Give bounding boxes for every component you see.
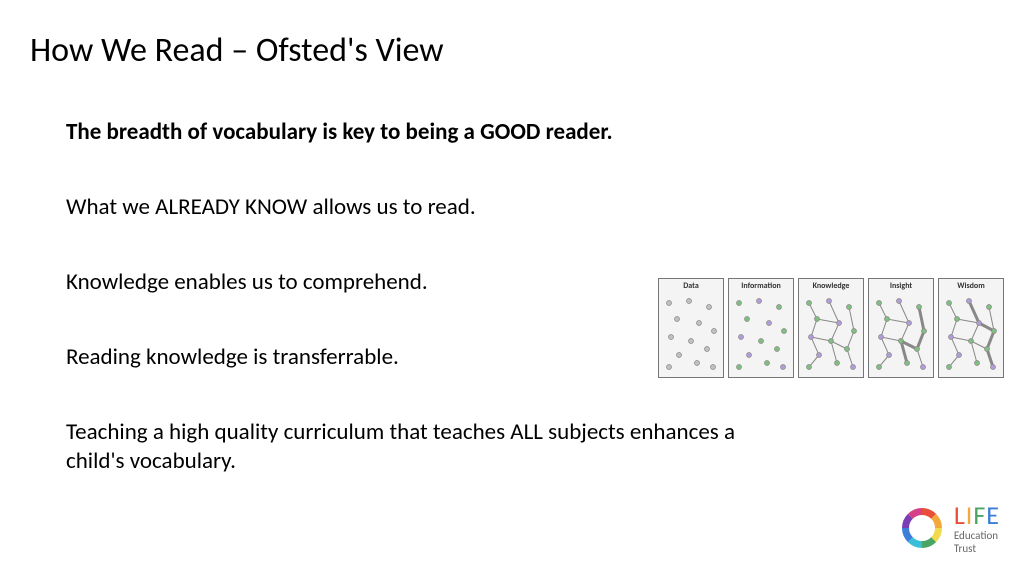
paragraph-1: The breadth of vocabulary is key to bein… bbox=[66, 118, 766, 147]
dikw-panel-wisdom: Wisdom bbox=[938, 278, 1004, 378]
dikw-svg-wisdom bbox=[939, 293, 1004, 377]
life-letter-l: L bbox=[954, 502, 966, 528]
life-sub-2: Trust bbox=[954, 543, 1000, 554]
dikw-panel-information: Information bbox=[728, 278, 794, 378]
dikw-svg-information bbox=[729, 293, 794, 377]
dikw-panel-insight: Insight bbox=[868, 278, 934, 378]
dikw-svg-data bbox=[659, 293, 724, 377]
life-letter-f: F bbox=[973, 502, 986, 528]
life-logo-text: L I F E Education Trust bbox=[954, 502, 1000, 554]
slide-title: How We Read – Ofsted's View bbox=[30, 30, 444, 71]
paragraph-2: What we ALREADY KNOW allows us to read. bbox=[66, 193, 766, 222]
dikw-panel-knowledge: Knowledge bbox=[798, 278, 864, 378]
life-letter-i: I bbox=[966, 502, 974, 528]
slide: How We Read – Ofsted's View The breadth … bbox=[0, 0, 1024, 576]
dikw-label: Insight bbox=[869, 281, 933, 291]
paragraph-5: Teaching a high quality curriculum that … bbox=[66, 418, 786, 476]
dikw-label: Data bbox=[659, 281, 723, 291]
life-word: L I F E bbox=[954, 502, 1000, 528]
dikw-svg-knowledge bbox=[799, 293, 864, 377]
dikw-label: Knowledge bbox=[799, 281, 863, 291]
dikw-label: Wisdom bbox=[939, 281, 1003, 291]
life-ring-icon bbox=[898, 504, 946, 552]
dikw-svg-insight bbox=[869, 293, 934, 377]
life-logo: L I F E Education Trust bbox=[898, 502, 1000, 554]
dikw-label: Information bbox=[729, 281, 793, 291]
dikw-panel-data: Data bbox=[658, 278, 724, 378]
dikw-diagram: Data Information bbox=[658, 278, 1004, 378]
life-sub-1: Education bbox=[954, 530, 1000, 541]
life-letter-e: E bbox=[986, 502, 1000, 528]
